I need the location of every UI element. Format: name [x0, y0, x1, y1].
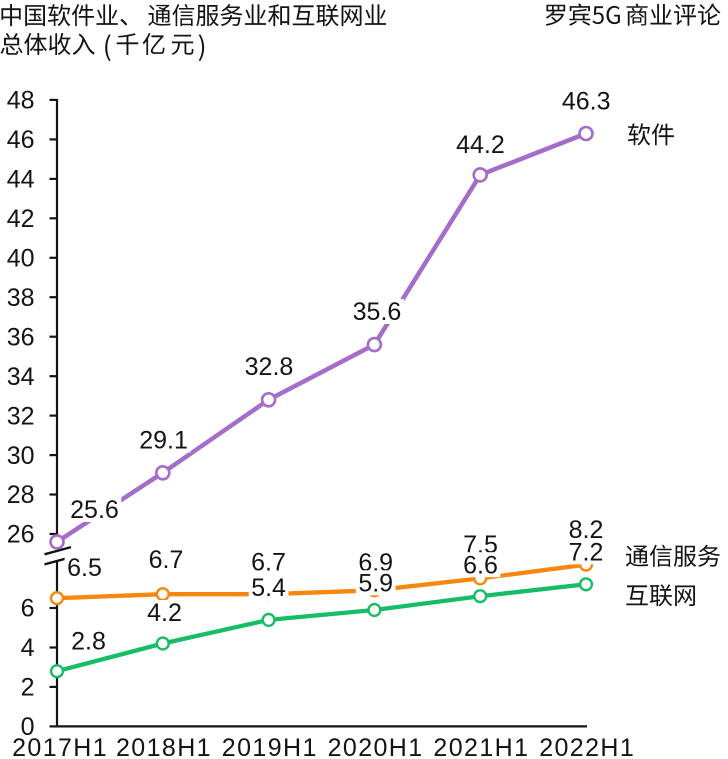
svg-text:44.2: 44.2	[456, 131, 505, 159]
svg-text:2021H1: 2021H1	[433, 734, 529, 759]
svg-text:32.8: 32.8	[245, 353, 294, 381]
svg-text:38: 38	[7, 284, 35, 312]
svg-text:6.6: 6.6	[463, 551, 498, 579]
svg-text:2: 2	[21, 674, 35, 702]
svg-text:40: 40	[7, 245, 35, 273]
svg-text:28: 28	[7, 481, 35, 509]
svg-text:32: 32	[7, 402, 35, 430]
svg-text:2020H1: 2020H1	[328, 734, 424, 759]
svg-text:30: 30	[7, 442, 35, 470]
svg-text:4: 4	[21, 634, 35, 662]
svg-text:2022H1: 2022H1	[539, 734, 635, 759]
svg-text:6.7: 6.7	[251, 549, 286, 577]
svg-text:2.8: 2.8	[71, 628, 106, 656]
svg-text:2019H1: 2019H1	[222, 734, 318, 759]
svg-text:0: 0	[21, 713, 35, 741]
svg-text:6.7: 6.7	[149, 546, 184, 574]
svg-text:46: 46	[7, 126, 35, 154]
svg-text:46.3: 46.3	[562, 88, 611, 116]
svg-text:25.6: 25.6	[70, 496, 119, 524]
svg-text:44: 44	[7, 166, 35, 194]
svg-text:34: 34	[7, 363, 35, 391]
svg-text:7.2: 7.2	[569, 539, 604, 567]
svg-text:2017H1: 2017H1	[12, 734, 108, 759]
svg-text:2018H1: 2018H1	[116, 734, 212, 759]
svg-text:42: 42	[7, 205, 35, 233]
svg-text:26: 26	[7, 521, 35, 549]
svg-text:5.4: 5.4	[251, 574, 286, 602]
svg-text:5.9: 5.9	[358, 570, 393, 598]
svg-text:6.5: 6.5	[67, 554, 102, 582]
svg-text:8.2: 8.2	[569, 516, 604, 544]
svg-text:35.6: 35.6	[353, 298, 402, 326]
svg-text:48: 48	[7, 87, 35, 115]
svg-text:29.1: 29.1	[139, 427, 188, 455]
svg-text:6: 6	[21, 595, 35, 623]
svg-text:36: 36	[7, 323, 35, 351]
svg-text:4.2: 4.2	[147, 599, 182, 627]
